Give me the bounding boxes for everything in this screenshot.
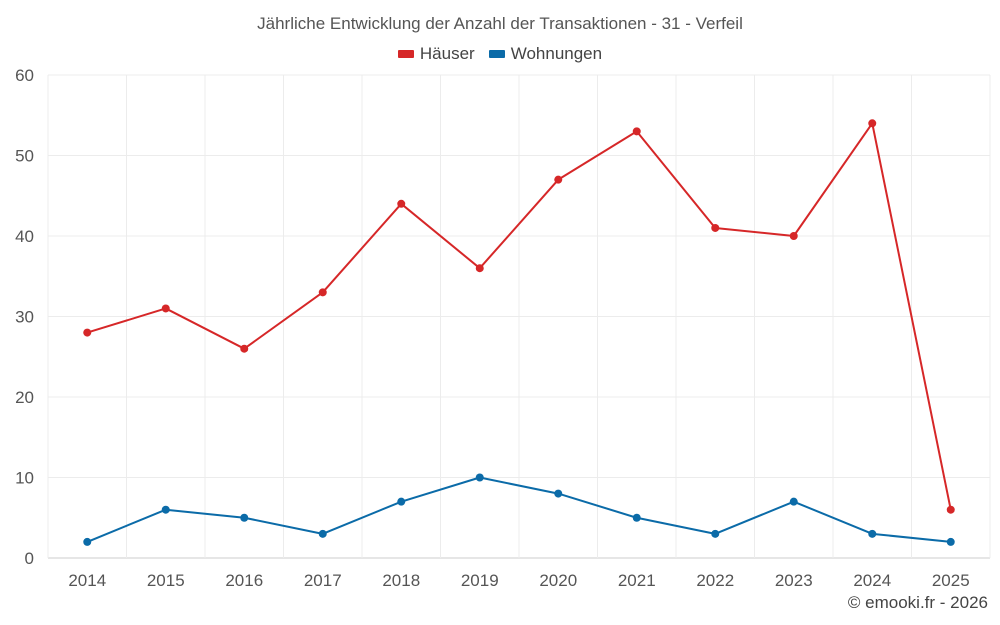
legend-label-wohnungen: Wohnungen [510,44,603,63]
data-point-wohnungen-2020 [554,489,563,498]
data-point-wohnungen-2023 [789,497,798,506]
y-tick-label-50: 50 [15,147,34,166]
x-tick-label-2025: 2025 [932,571,970,590]
data-point-haeuser-2018 [397,199,406,208]
data-point-wohnungen-2014 [83,537,92,546]
data-point-haeuser-2015 [161,304,170,313]
data-point-haeuser-2025 [946,505,955,514]
legend-label-haeuser: Häuser [419,44,475,63]
x-tick-label-2021: 2021 [618,571,656,590]
legend-item-haeuser[interactable]: Häuser [397,44,475,64]
data-point-haeuser-2023 [789,232,798,240]
x-tick-label-2016: 2016 [225,571,263,590]
data-point-wohnungen-2021 [632,513,641,522]
data-point-haeuser-2019 [475,264,484,273]
legend: Häuser Wohnungen [0,44,1000,64]
series-line-wohnungen [86,476,951,543]
legend-swatch-haeuser [397,50,414,58]
x-tick-label-2017: 2017 [304,571,342,590]
data-point-wohnungen-2017 [318,529,327,538]
x-tick-label-2024: 2024 [853,571,891,590]
chart-title: Jährliche Entwicklung der Anzahl der Tra… [257,14,743,33]
x-tick-label-2014: 2014 [68,571,106,590]
y-tick-label-20: 20 [15,388,34,407]
data-point-wohnungen-2016 [240,513,249,522]
data-point-wohnungen-2019 [475,473,484,482]
data-point-haeuser-2020 [554,175,563,184]
x-tick-label-2015: 2015 [147,571,185,590]
credit-text: © emooki.fr - 2026 [847,593,988,612]
data-point-wohnungen-2022 [711,529,720,538]
data-point-haeuser-2022 [711,223,720,232]
legend-item-wohnungen[interactable]: Wohnungen [488,44,603,64]
y-tick-label-10: 10 [15,469,34,488]
x-tick-label-2020: 2020 [539,571,577,590]
data-point-haeuser-2017 [318,288,327,297]
data-point-wohnungen-2025 [946,537,955,546]
data-point-wohnungen-2015 [161,505,170,514]
series-line-haeuser [86,122,952,510]
x-tick-label-2022: 2022 [696,571,734,590]
y-tick-label-60: 60 [15,66,34,85]
data-point-haeuser-2014 [83,328,92,337]
data-point-haeuser-2024 [868,119,877,128]
y-tick-label-0: 0 [25,549,34,568]
data-point-wohnungen-2024 [868,529,877,538]
x-tick-label-2023: 2023 [775,571,813,590]
x-tick-label-2018: 2018 [382,571,420,590]
data-point-haeuser-2016 [240,344,249,353]
y-tick-label-40: 40 [15,227,34,246]
legend-swatch-wohnungen [488,50,505,58]
x-tick-label-2019: 2019 [461,571,499,590]
data-point-haeuser-2021 [632,127,641,136]
data-point-wohnungen-2018 [397,497,406,506]
y-tick-label-30: 30 [15,308,34,327]
